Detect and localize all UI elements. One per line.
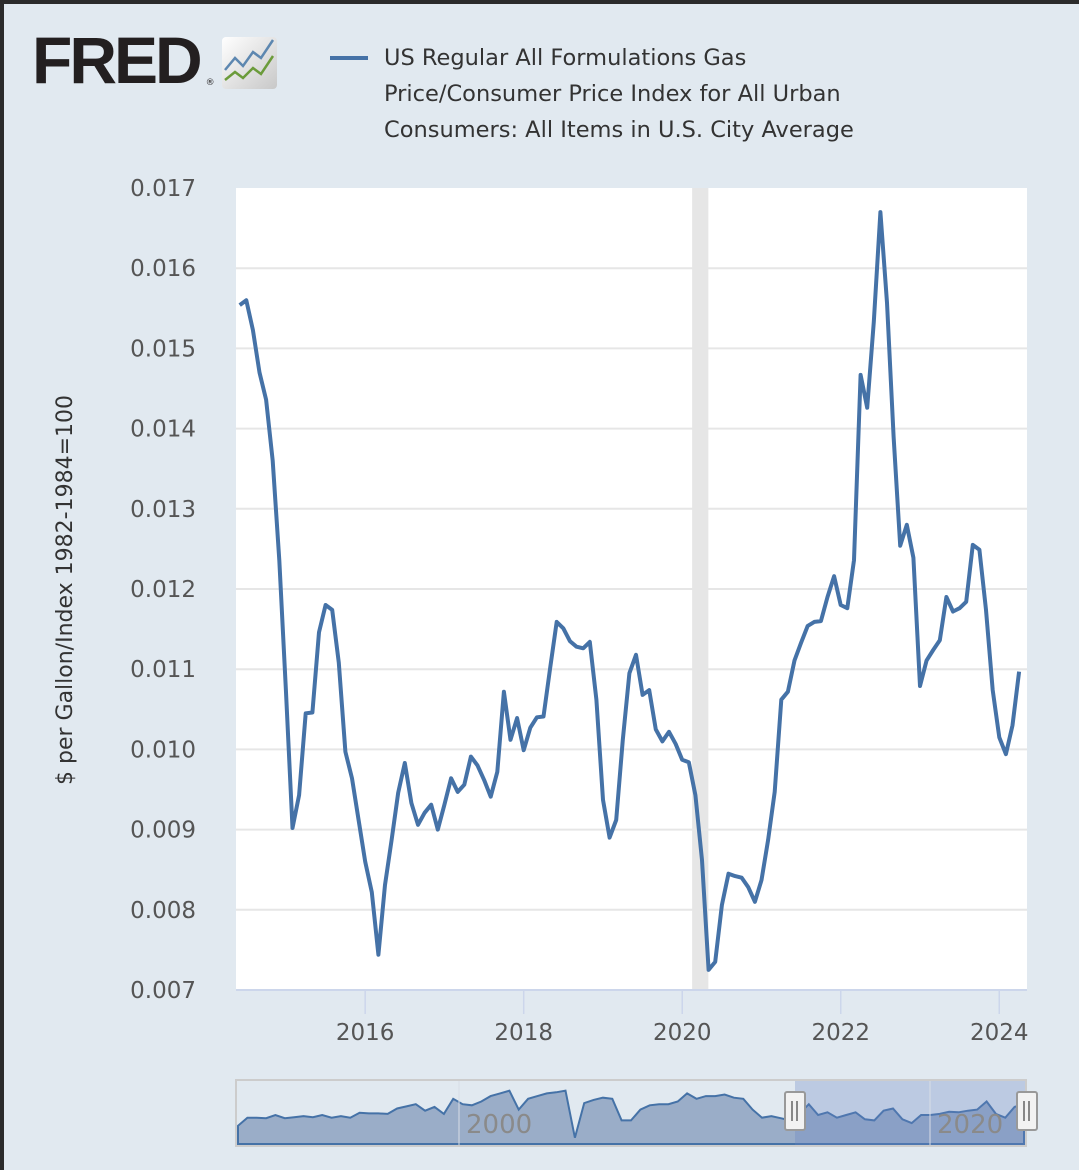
y-tick-label: 0.016 <box>130 256 196 282</box>
navigator-area <box>237 1089 1025 1145</box>
y-tick-label: 0.010 <box>130 737 196 763</box>
y-tick-label: 0.015 <box>130 336 196 362</box>
legend-label: US Regular All Formulations Gas Price/Co… <box>384 45 854 143</box>
line-chart-icon <box>221 36 279 90</box>
y-tick-label: 0.011 <box>130 657 196 683</box>
navigator-label-2020: 2020 <box>937 1110 1003 1140</box>
registered-mark: ® <box>205 78 215 88</box>
navigator-label-2000: 2000 <box>466 1110 532 1140</box>
y-tick-label: 0.012 <box>130 577 196 603</box>
y-tick-label: 0.013 <box>130 497 196 523</box>
x-axis-ticks: 2016 2018 2020 2022 2024 <box>336 990 1029 1046</box>
x-tick-label: 2020 <box>653 1020 712 1046</box>
x-tick-label: 2024 <box>970 1020 1029 1046</box>
y-tick-label: 0.008 <box>130 898 196 924</box>
gridlines <box>236 267 1027 911</box>
navigator-handle-left[interactable] <box>784 1091 806 1131</box>
navigator-selected-range[interactable] <box>795 1081 1025 1145</box>
legend[interactable]: US Regular All Formulations Gas Price/Co… <box>330 40 924 148</box>
navigator-handle-right[interactable] <box>1016 1091 1038 1131</box>
y-axis-ticks: 0.007 0.008 0.009 0.010 0.011 0.012 0.013 0.014… <box>130 176 196 1004</box>
navigator[interactable]: 2000 2020 <box>235 1079 1038 1147</box>
y-tick-label: 0.014 <box>130 417 196 443</box>
series-line[interactable] <box>238 210 1022 972</box>
legend-swatch <box>330 56 368 60</box>
x-tick-label: 2022 <box>811 1020 870 1046</box>
fred-logo[interactable]: FRED ® <box>32 23 279 97</box>
logo-text: FRED <box>32 23 203 97</box>
x-tick-label: 2018 <box>494 1020 553 1046</box>
y-tick-label: 0.017 <box>130 176 196 202</box>
y-tick-label: 0.009 <box>130 818 196 844</box>
x-tick-label: 2016 <box>336 1020 395 1046</box>
y-tick-label: 0.007 <box>130 978 196 1004</box>
y-axis-label: $ per Gallon/Index 1982-1984=100 <box>53 395 78 785</box>
